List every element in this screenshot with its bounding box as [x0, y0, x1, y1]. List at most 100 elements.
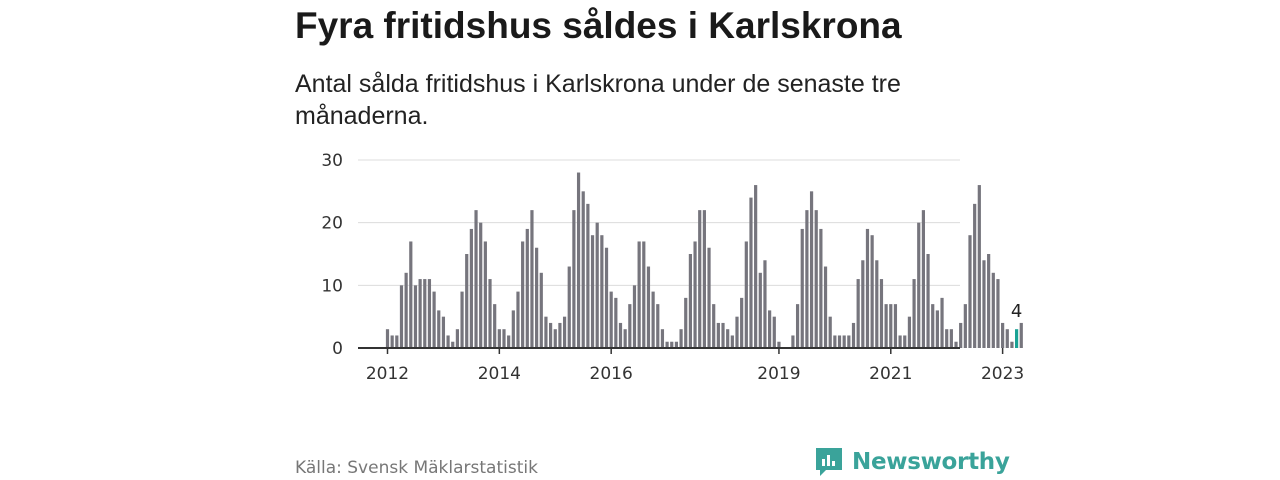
bar: [800, 228, 804, 348]
bar: [656, 304, 660, 348]
bar: [847, 335, 851, 348]
bar: [590, 235, 595, 348]
bar: [497, 329, 501, 348]
y-tick-label: 20: [321, 214, 343, 234]
bar: [525, 228, 529, 348]
bar: [521, 241, 525, 348]
bar: [604, 247, 609, 348]
bar: [455, 329, 459, 348]
bar-chart: 0 10 20 30 2012 2014 2016 2019 2021 2023 4: [321, 151, 1024, 384]
bar: [437, 310, 441, 348]
bar: [413, 285, 418, 348]
y-tick-label: 30: [321, 151, 343, 171]
bar: [795, 304, 800, 348]
bar: [418, 279, 422, 348]
bar: [572, 210, 576, 348]
bar: [553, 329, 557, 348]
x-tick-label: 2014: [478, 364, 521, 384]
bar: [898, 335, 902, 348]
bar: [684, 297, 688, 348]
bar: [474, 210, 478, 348]
bar: [451, 341, 455, 348]
bar: [912, 279, 916, 348]
bar: [931, 304, 935, 348]
bar: [670, 341, 674, 348]
bar: [926, 254, 930, 348]
x-tick-label: 2016: [590, 364, 633, 384]
x-tick-label: 2012: [366, 364, 409, 384]
bar: [502, 329, 506, 348]
y-tick-label: 10: [321, 276, 343, 296]
bar: [870, 235, 874, 348]
bar: [1001, 322, 1005, 348]
bar: [735, 316, 739, 348]
bar: [991, 272, 995, 348]
bar: [535, 247, 539, 348]
bar: [530, 210, 534, 348]
bar: [404, 272, 408, 348]
bar: [674, 341, 679, 348]
bar: [385, 329, 390, 348]
bar: [586, 203, 590, 348]
bar: [987, 254, 991, 348]
bar: [768, 310, 772, 348]
bar: [562, 316, 567, 348]
bar: [833, 335, 837, 348]
bar: [837, 335, 842, 348]
bar: [516, 291, 520, 348]
bar: [758, 272, 762, 348]
bar: [884, 304, 888, 348]
bar: [432, 291, 436, 348]
bar: [469, 228, 473, 348]
bar: [660, 329, 665, 348]
bar: [842, 335, 846, 348]
bar: [665, 341, 669, 348]
axis-labels: 0 10 20 30 2012 2014 2016 2019 2021 2023 4: [321, 151, 1024, 384]
bar: [754, 185, 758, 348]
bar: [623, 329, 627, 348]
bar: [791, 335, 795, 348]
bar: [698, 210, 702, 348]
bar: [651, 291, 655, 348]
bar: [488, 279, 492, 348]
bar-highlight: [1015, 329, 1019, 348]
bar: [614, 297, 618, 348]
bar: [446, 335, 450, 348]
bar: [917, 222, 921, 348]
bar: [576, 172, 581, 348]
bar: [716, 322, 720, 348]
bar: [507, 335, 511, 348]
bar: [567, 266, 571, 348]
bar: [809, 191, 814, 348]
bar: [996, 279, 1000, 348]
bar: [977, 185, 981, 348]
bar: [581, 191, 585, 348]
bar: [935, 310, 939, 348]
bar: [823, 266, 828, 348]
bar: [772, 316, 776, 348]
bar: [875, 260, 879, 348]
bar: [1010, 341, 1014, 348]
bar: [609, 291, 613, 348]
bar: [982, 260, 986, 348]
bar: [707, 247, 711, 348]
bar: [693, 241, 697, 348]
bar: [1019, 322, 1023, 348]
bar: [828, 316, 832, 348]
bar: [558, 322, 562, 348]
bar: [954, 341, 958, 348]
x-tick-label: 2019: [757, 364, 800, 384]
bar: [493, 304, 497, 348]
bar: [642, 241, 646, 348]
bar: [427, 279, 432, 348]
bar: [959, 322, 963, 348]
bar: [949, 329, 953, 348]
bar: [726, 329, 730, 348]
bar: [889, 304, 893, 348]
bar: [921, 210, 925, 348]
bar: [628, 304, 632, 348]
bar: [688, 254, 692, 348]
bar: [395, 335, 399, 348]
bar: [740, 297, 744, 348]
bar: [721, 322, 725, 348]
